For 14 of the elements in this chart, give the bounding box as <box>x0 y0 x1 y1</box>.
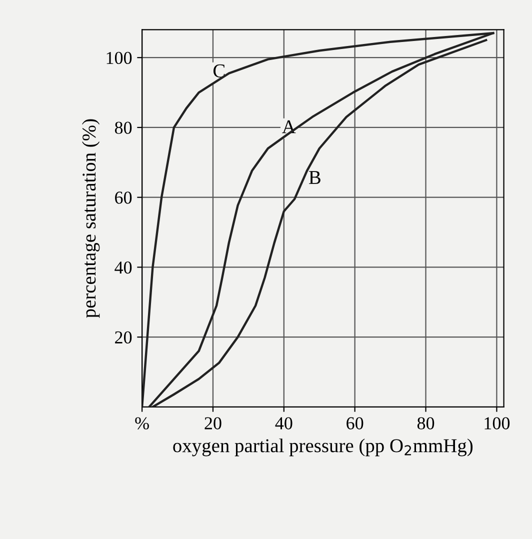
x-tick-label: 40 <box>275 417 292 430</box>
x-tick-label: 60 <box>346 417 364 430</box>
y-tick-label: 80 <box>114 122 132 134</box>
y-tick-label: 100 <box>106 52 132 64</box>
y-tick-label: 60 <box>115 192 132 204</box>
x-tick-label: % <box>135 417 149 430</box>
y-axis-title: percentage saturation (%) <box>82 119 100 318</box>
annotation: B <box>309 171 320 184</box>
x-axis-title: oxygen partial pressure (pp O$_{2}$mmHg) <box>173 438 473 456</box>
x-tick-label: 100 <box>484 417 510 430</box>
x-tick-label: 80 <box>417 417 434 430</box>
y-tick-label: 40 <box>114 261 132 274</box>
x-tick-label: 20 <box>204 417 222 430</box>
y-tick-label: 20 <box>115 331 132 344</box>
